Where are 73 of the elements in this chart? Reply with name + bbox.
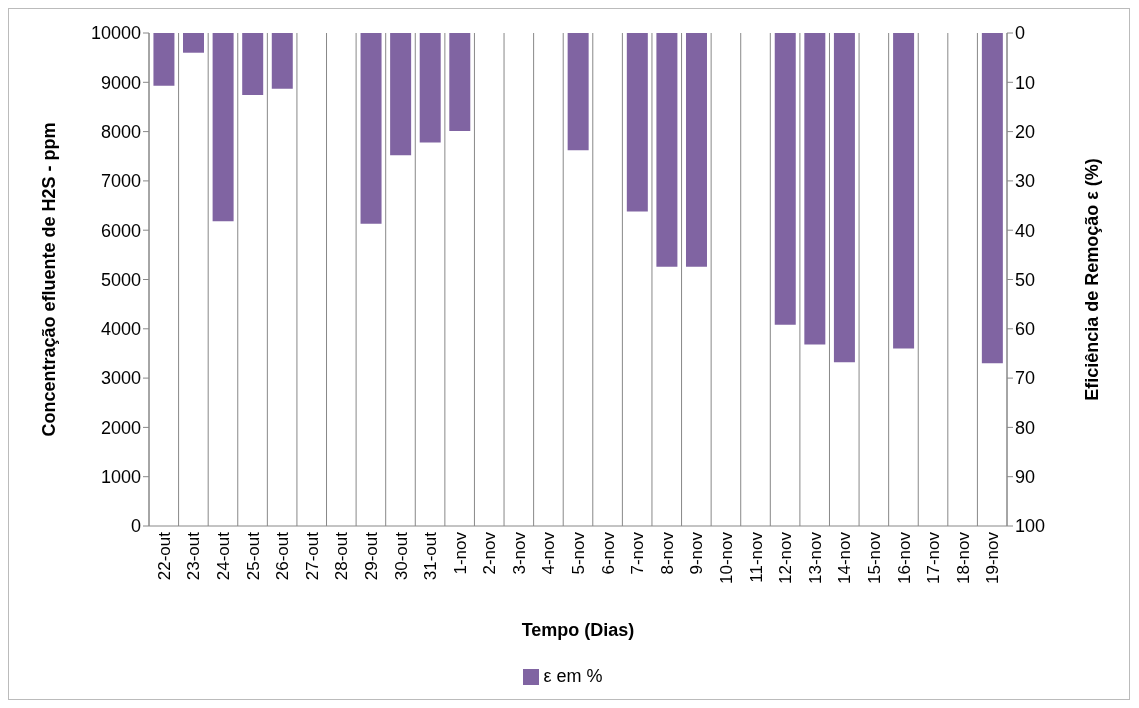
x-tick-label: 3-nov [509, 531, 529, 575]
bar [183, 33, 205, 53]
legend-label: ε em % [543, 666, 603, 686]
bar [242, 33, 264, 96]
x-tick-label: 10-nov [717, 531, 736, 584]
bar [390, 33, 412, 156]
y-tick-label: 3000 [100, 368, 141, 389]
x-tick-label: 7-nov [628, 531, 648, 575]
x-tick-label: 19-nov [983, 531, 1003, 584]
y-tick-label: 6000 [100, 220, 141, 241]
x-tick-label: 16-nov [894, 531, 914, 584]
y2-tick-label: 70 [1015, 368, 1036, 389]
x-tick-label: 12-nov [776, 531, 796, 584]
bar [804, 33, 826, 345]
bar [833, 33, 855, 363]
bar [360, 33, 382, 224]
bar [567, 33, 589, 151]
x-tick-label: 17-nov [924, 531, 944, 584]
x-tick-label: 25-out [243, 531, 263, 581]
bar [212, 33, 234, 222]
y-tick-label: 1000 [100, 467, 141, 488]
x-tick-label: 4-nov [539, 531, 559, 575]
y-tick-label: 5000 [100, 269, 141, 290]
y-tick-label: 10000 [90, 23, 141, 44]
y2-tick-label: 60 [1015, 319, 1036, 340]
y-tick-label: 7000 [100, 171, 141, 192]
y-tick-label: 8000 [100, 121, 141, 142]
x-tick-label: 13-nov [805, 531, 825, 584]
bar [419, 33, 441, 143]
y2-tick-label: 90 [1015, 467, 1036, 488]
x-tick-label: 29-out [361, 531, 381, 581]
y2-tick-label: 0 [1015, 23, 1026, 44]
x-tick-label: 2-nov [480, 531, 500, 575]
x-tick-label: 1-nov [450, 531, 470, 575]
bar [774, 33, 796, 325]
x-tick-label: 22-out [154, 531, 174, 581]
y2-axis-title: Eficiência de Remoção ε (%) [1082, 158, 1103, 401]
bar [893, 33, 915, 349]
x-tick-label: 23-out [184, 531, 204, 581]
y2-tick-label: 30 [1015, 171, 1036, 192]
x-tick-label: 28-out [332, 531, 352, 581]
bar [626, 33, 648, 212]
x-tick-label: 6-nov [598, 531, 618, 575]
x-tick-label: 27-out [302, 531, 322, 581]
x-tick-label: 9-nov [687, 531, 707, 575]
x-tick-label: 5-nov [569, 531, 589, 575]
x-tick-label: 8-nov [657, 531, 677, 575]
x-tick-label: 30-out [391, 531, 411, 581]
bar [449, 33, 471, 132]
bar [271, 33, 293, 89]
y2-tick-label: 80 [1015, 417, 1036, 438]
y-tick-label: 2000 [100, 417, 141, 438]
bar [153, 33, 175, 86]
x-tick-label: 24-out [214, 531, 234, 581]
x-tick-label: 14-nov [835, 531, 855, 584]
bar [685, 33, 707, 267]
y2-tick-label: 20 [1015, 121, 1036, 142]
x-tick-label: 26-out [273, 531, 293, 581]
bar [656, 33, 678, 267]
y2-tick-label: 50 [1015, 269, 1036, 290]
x-tick-label: 15-nov [864, 531, 884, 584]
y-axis-title: Concentração efluente de H2S - ppm [39, 122, 60, 437]
y-tick-label: 0 [130, 516, 141, 537]
bar [981, 33, 1003, 364]
y2-tick-label: 10 [1015, 72, 1036, 93]
x-axis-title: Tempo (Dias) [521, 620, 635, 640]
y-tick-label: 4000 [100, 319, 141, 340]
x-tick-label: 18-nov [953, 531, 973, 584]
y2-tick-label: 40 [1015, 220, 1036, 241]
y2-tick-label: 100 [1015, 516, 1046, 537]
x-tick-label: 11-nov [746, 531, 766, 583]
x-tick-label: 31-out [421, 531, 441, 581]
y-tick-label: 9000 [100, 72, 141, 93]
